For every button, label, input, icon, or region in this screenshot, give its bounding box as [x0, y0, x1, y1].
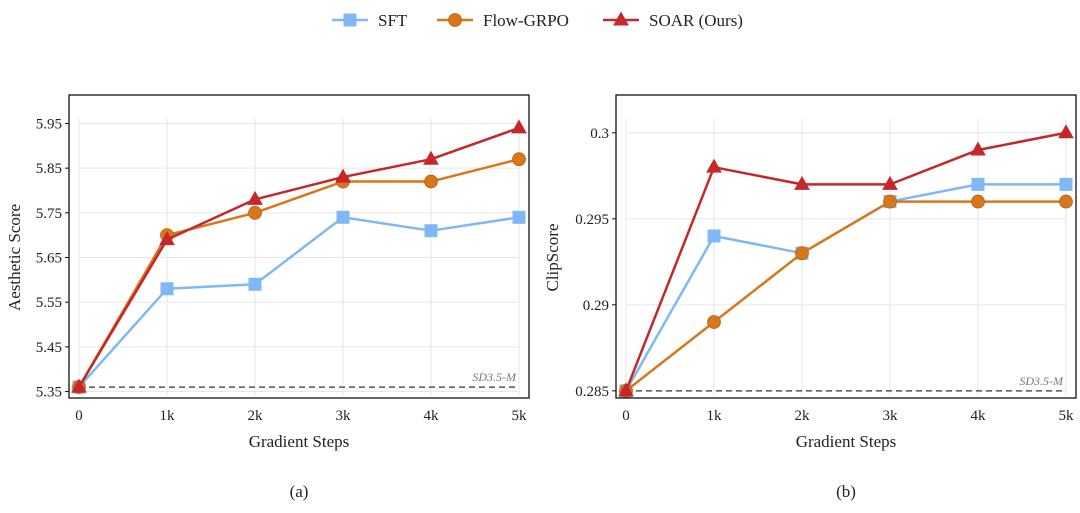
- chart-b-xtick-label-1: 1k: [707, 408, 723, 424]
- chart-b-point-soar-ours-0: [618, 382, 634, 397]
- chart-a-point-soar-ours-1: [159, 231, 175, 246]
- chart-a-line-soar-ours: [77, 126, 520, 388]
- chart-b-ytick-label-3: 0.3: [590, 126, 609, 142]
- chart-b-ytick-label-0: 0.285: [575, 384, 609, 400]
- chart-a-y-axis-title: Aesthetic Score: [5, 204, 24, 311]
- chart-b-series-sft: [619, 177, 1073, 398]
- chart-a-ytick-label-3: 5.65: [36, 251, 62, 267]
- chart-b-point-flow-grpo-4: [971, 194, 985, 209]
- chart-a-grid: [78, 119, 520, 396]
- chart-a-point-soar-ours-3: [335, 168, 351, 183]
- chart-b-ytick-label-1: 0.29: [583, 298, 609, 314]
- chart-a-series-soar-ours: [71, 119, 527, 393]
- chart-a-line-sft: [78, 216, 520, 388]
- chart-a-xtick-label-1: 1k: [160, 408, 176, 424]
- chart-a-line-flow-grpo: [77, 157, 520, 388]
- chart-a-point-sft-3: [336, 210, 350, 224]
- chart-a-point-sft-1: [160, 282, 174, 296]
- legend-marker-soar-ours: [613, 11, 629, 26]
- legend-item-soar-ours: SOAR (Ours): [603, 11, 743, 30]
- chart-b-point-flow-grpo-1: [707, 315, 721, 329]
- chart-a-baseline-label: SD3.5-M: [472, 370, 517, 384]
- panel-a-aesthetic-score: SD3.5-M 5.35 5.45 5.55 5.65 5.75 5.85 5.95 0 1k 2k…: [0, 70, 540, 508]
- chart-b-line-soar-ours: [624, 131, 1067, 392]
- chart-b-point-soar-ours-4: [970, 141, 986, 156]
- chart-a-xtick-label-2: 2k: [248, 408, 264, 424]
- chart-a-point-sft-2: [248, 277, 262, 291]
- legend-item-flow-grpo: Flow-GRPO: [437, 11, 569, 30]
- chart-b-point-soar-ours-2: [794, 175, 810, 190]
- chart-a-xtick-label-3: 3k: [336, 408, 352, 424]
- legend-svg: SFT Flow-GRPO SOAR (Ours): [332, 11, 743, 30]
- chart-a-point-sft-5: [512, 210, 526, 224]
- chart-a-xtick-label-0: 0: [75, 408, 83, 424]
- legend-marker-flow-grpo: [448, 13, 462, 27]
- chart-a-point-soar-ours-5: [511, 119, 527, 134]
- chart-b-xtick-label-3: 3k: [883, 408, 899, 424]
- chart-b-xtick-label-0: 0: [622, 408, 630, 424]
- chart-a-ytick-label-1: 5.45: [36, 340, 62, 356]
- chart-a-ytick-label-0: 5.35: [36, 385, 62, 401]
- chart-b-line-flow-grpo: [625, 200, 1066, 392]
- chart-b-svg: SD3.5-M 0.285 0.29 0.295 0.3 0 1k 2k 3k 4k 5k Gradi…: [543, 94, 1077, 501]
- chart-a-point-flow-grpo-2: [248, 205, 262, 220]
- legend-label-soar-ours: SOAR (Ours): [649, 11, 743, 30]
- chart-a-ytick-label-5: 5.85: [36, 161, 62, 177]
- chart-b-point-sft-1: [707, 229, 721, 243]
- chart-a-point-flow-grpo-5: [512, 152, 526, 167]
- chart-a-caption: (a): [290, 482, 309, 501]
- chart-b-xtick-label-2: 2k: [795, 408, 811, 424]
- chart-b-point-flow-grpo-5: [1059, 194, 1073, 209]
- chart-a-xtick-label-5: 5k: [512, 408, 528, 424]
- chart-a-x-axis-title: Gradient Steps: [249, 432, 350, 451]
- legend-item-sft: SFT: [332, 11, 408, 30]
- chart-b-grid: [625, 119, 1067, 396]
- legend-label-flow-grpo: Flow-GRPO: [483, 11, 569, 30]
- chart-a-point-sft-4: [424, 224, 438, 238]
- chart-b-point-soar-ours-5: [1058, 124, 1074, 139]
- chart-b-xtick-label-5: 5k: [1059, 408, 1075, 424]
- legend-marker-sft: [343, 13, 357, 27]
- chart-b-caption: (b): [836, 482, 856, 501]
- chart-b-point-sft-5: [1059, 177, 1073, 191]
- chart-b-xtick-label-4: 4k: [971, 408, 987, 424]
- chart-b-line-sft: [624, 183, 1066, 392]
- chart-b-series-soar-ours: [618, 124, 1074, 397]
- chart-a-point-flow-grpo-4: [424, 174, 438, 189]
- chart-b-plot-frame: [615, 94, 1077, 399]
- chart-a-plot-frame: [68, 94, 530, 399]
- panel-b-clipscore: SD3.5-M 0.285 0.29 0.295 0.3 0 1k 2k 3k 4k 5k Gradi…: [540, 70, 1080, 508]
- chart-a-point-soar-ours-0: [71, 378, 87, 393]
- chart-b-y-axis-title: ClipScore: [543, 224, 562, 292]
- chart-b-point-flow-grpo-3: [883, 194, 897, 209]
- chart-legend: SFT Flow-GRPO SOAR (Ours): [0, 0, 1080, 40]
- legend-label-sft: SFT: [378, 11, 408, 30]
- chart-b-point-flow-grpo-2: [795, 246, 809, 261]
- chart-b-baseline-label: SD3.5-M: [1019, 374, 1064, 388]
- chart-a-point-soar-ours-2: [247, 190, 263, 205]
- chart-a-xtick-label-4: 4k: [424, 408, 440, 424]
- chart-b-ytick-label-2: 0.295: [575, 212, 609, 228]
- chart-a-ytick-label-4: 5.75: [36, 206, 62, 222]
- chart-b-point-soar-ours-1: [706, 158, 722, 173]
- chart-b-point-soar-ours-3: [882, 175, 898, 190]
- chart-b-x-axis-title: Gradient Steps: [796, 432, 897, 451]
- chart-a-ytick-label-6: 5.95: [36, 116, 62, 132]
- chart-a-svg: SD3.5-M 5.35 5.45 5.55 5.65 5.75 5.85 5.95 0 1k 2k…: [5, 94, 530, 501]
- chart-b-series-flow-grpo: [619, 194, 1073, 398]
- chart-a-point-soar-ours-4: [423, 150, 439, 165]
- chart-b-point-sft-4: [971, 177, 985, 191]
- chart-a-ytick-label-2: 5.55: [36, 295, 62, 311]
